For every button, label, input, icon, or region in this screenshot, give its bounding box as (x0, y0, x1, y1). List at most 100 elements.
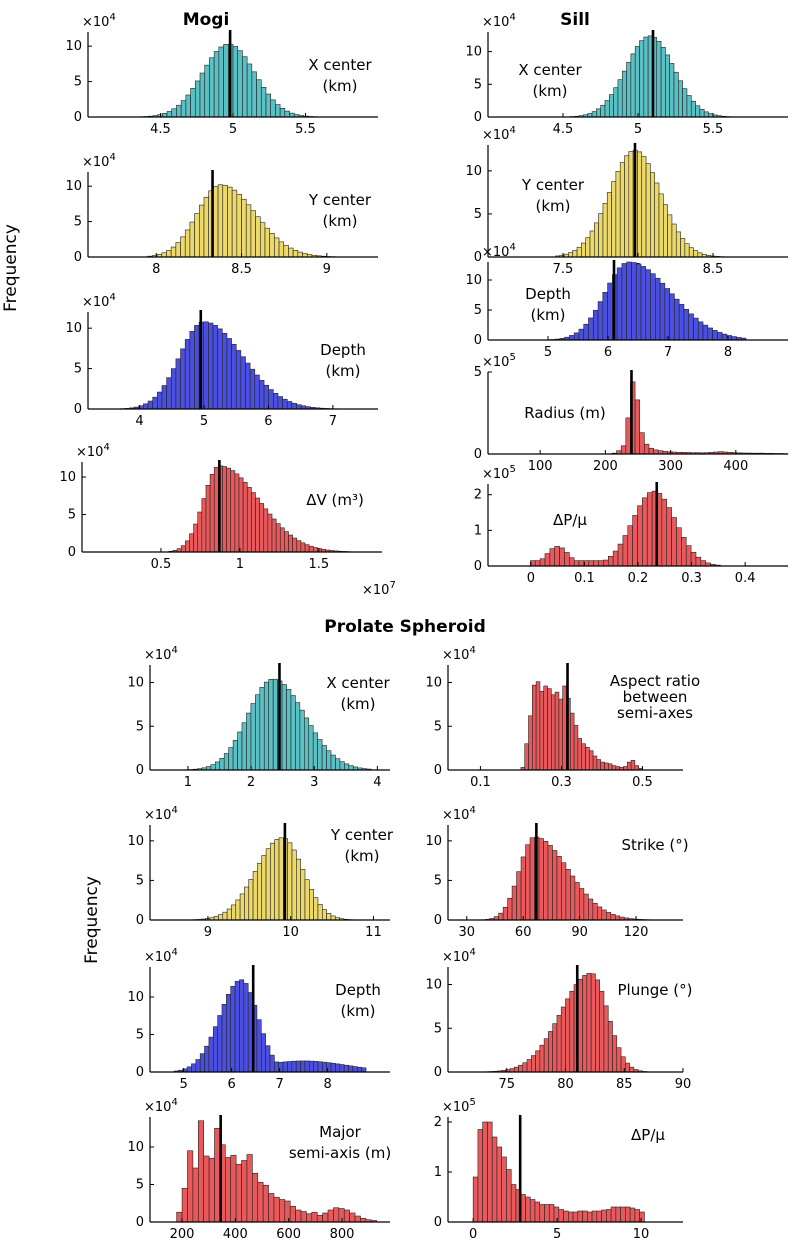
histogram-bar (219, 758, 225, 771)
x-tick-label: 0.2 (628, 571, 649, 586)
x-tick-label: 0.1 (574, 571, 595, 586)
histogram-bar (603, 559, 609, 567)
histogram-bar (717, 332, 723, 341)
histogram-bar (236, 193, 242, 258)
histogram-bar (592, 902, 598, 921)
histogram-bar (671, 517, 677, 567)
histogram-bar (697, 321, 704, 341)
parameter-label: (km) (340, 695, 375, 713)
histogram-bar (268, 389, 274, 410)
histogram-bar (268, 1193, 275, 1223)
y-tick-label: 2 (434, 1115, 442, 1130)
histogram-bar (290, 695, 296, 771)
histogram-bar (685, 545, 692, 567)
histogram-bar (212, 325, 218, 410)
histogram-bar (335, 1063, 341, 1073)
parameter-label: X center (518, 61, 582, 79)
histogram-bar (292, 250, 299, 258)
histogram-bar (317, 1061, 323, 1073)
histogram-bar (624, 155, 630, 258)
histogram-bar (617, 543, 624, 567)
x-tick-label: 80 (557, 1077, 574, 1092)
histogram-bar (573, 332, 580, 341)
y-tick-label: 0 (474, 447, 482, 462)
panel-mogi_y: 0 5 10 8 8.5 9 ×104 Y center (km) (65, 152, 378, 277)
x-tick-label: 5 (634, 122, 642, 137)
x-tick-label: 600 (276, 1227, 301, 1242)
y-tick-label: 10 (425, 834, 442, 849)
histogram-bar (573, 725, 579, 771)
histogram-bar (176, 1211, 183, 1223)
histogram-bar (640, 266, 647, 341)
histogram-bar (525, 844, 531, 921)
histogram-bar (284, 110, 290, 118)
panel-sill_dp: 0 1 2 0 0.1 0.2 0.3 0.4 ×105 ΔP/μ (474, 464, 788, 586)
histogram-bar (614, 915, 621, 921)
histogram-bar (222, 184, 228, 258)
histogram-bar (565, 998, 571, 1073)
histogram-bar (295, 1060, 301, 1073)
y-tick-label: 5 (74, 75, 82, 90)
histogram-bar (539, 1204, 545, 1223)
histogram-bar (674, 298, 680, 341)
y-tick-label: 5 (74, 215, 82, 230)
histogram-bar (339, 761, 345, 771)
histogram-bar (316, 1214, 323, 1223)
histogram-bar (532, 684, 537, 771)
histogram-bar (343, 1064, 349, 1073)
y-multiplier: ×105 (442, 1097, 476, 1115)
histogram-bar (634, 399, 641, 455)
histogram-bar (697, 252, 703, 258)
y-tick-label: 0 (74, 250, 82, 265)
histogram-bar (348, 1065, 354, 1073)
histogram-bar (241, 722, 247, 771)
histogram-bar (330, 754, 336, 771)
histogram-bar (157, 391, 163, 410)
histogram-bar (180, 348, 186, 410)
histogram-bar (257, 862, 263, 921)
histogram-bar (284, 1200, 291, 1223)
histogram-bar (583, 323, 589, 341)
histogram-bar (507, 897, 513, 921)
histogram-bar (349, 1212, 356, 1223)
x-tick-label: 9 (323, 262, 331, 277)
histogram-bar (496, 1146, 503, 1223)
histogram-bar (184, 229, 191, 258)
histogram-bar (539, 558, 546, 567)
histogram-bar (582, 1210, 588, 1223)
histogram-bar (270, 99, 276, 118)
histogram-bar (321, 909, 327, 921)
histogram-bar (304, 879, 310, 921)
y-tick-label: 10 (465, 45, 482, 60)
histogram-bar (684, 243, 690, 258)
histogram-bar (539, 1044, 545, 1073)
histogram-bar (255, 497, 260, 553)
parameter-label: Y center (330, 826, 394, 844)
histogram-bar (313, 897, 319, 921)
histogram-bar (232, 740, 238, 771)
histogram-bar (520, 856, 526, 921)
histogram-bar (147, 400, 154, 410)
histogram-bar (511, 885, 517, 921)
histogram-bar (676, 527, 682, 567)
histogram-bar (245, 362, 251, 410)
histogram-bar (591, 111, 597, 118)
histogram-bar (282, 398, 288, 410)
histogram-bar (654, 182, 660, 258)
parameter-label: (km) (322, 212, 357, 230)
histogram-bar (297, 251, 303, 258)
panel-sill_depth: 0 5 10 5 6 7 8 ×104 Depth (km) (465, 242, 788, 360)
y-tick-label: 10 (425, 676, 442, 691)
histogram-bar (549, 548, 556, 567)
y-multiplier: ×104 (482, 12, 516, 30)
histogram-bar (702, 324, 709, 341)
x-tick-label: 6 (604, 345, 612, 360)
panel-mogi_dv: 0 5 10 0.5 1 1.5 ×104 ×107 ΔV (m³) (59, 442, 395, 598)
y-tick-label: 10 (65, 179, 82, 194)
histogram-bar (544, 1204, 550, 1223)
histogram-bar (588, 898, 594, 921)
histogram-bar (240, 356, 246, 410)
histogram-bar (208, 1036, 214, 1073)
histogram-bar (525, 1196, 531, 1223)
